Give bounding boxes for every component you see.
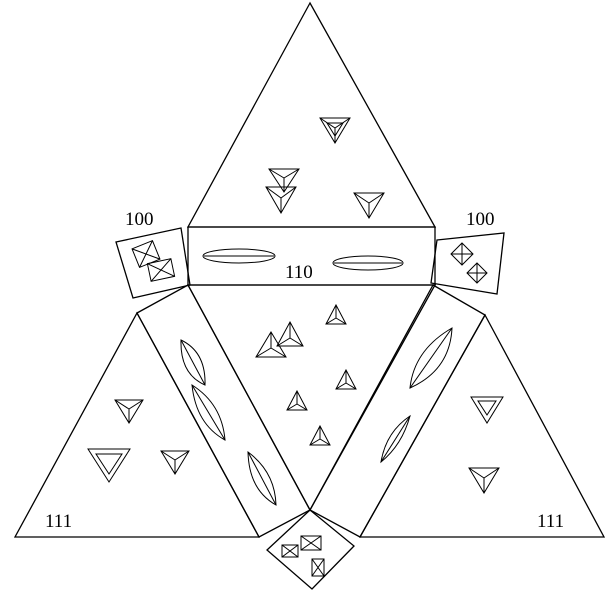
bottom-100-pit-2 bbox=[281, 544, 299, 558]
center-pit-1 bbox=[276, 320, 304, 347]
right-111-pit-2 bbox=[468, 467, 500, 494]
left-111-pit-1 bbox=[114, 399, 144, 424]
center-pit-2 bbox=[255, 331, 287, 358]
center-pit-6 bbox=[309, 424, 331, 446]
center-pit-5 bbox=[286, 389, 308, 411]
label-111-right: 111 bbox=[537, 511, 564, 532]
top-111-triangle bbox=[186, 1, 437, 228]
rect-lens-pit-right bbox=[332, 255, 404, 271]
right-110-strip bbox=[309, 284, 486, 538]
left-111-pit-3 bbox=[160, 450, 190, 475]
left-100-square bbox=[115, 227, 191, 299]
left-strip-lens-pit-3 bbox=[247, 450, 277, 506]
rect-lens-pit-left bbox=[202, 248, 276, 264]
left-100-pit-2 bbox=[146, 258, 176, 282]
right-strip-lens-pit-1 bbox=[409, 327, 453, 389]
bottom-100-pit-3 bbox=[311, 558, 325, 577]
top-pit-3 bbox=[265, 186, 297, 215]
top-pit-2 bbox=[268, 168, 300, 193]
left-100-pit-1 bbox=[131, 239, 161, 269]
center-pit-4 bbox=[335, 368, 357, 390]
label-110-center: 110 bbox=[285, 262, 313, 283]
right-100-pit-2 bbox=[466, 262, 488, 284]
right-111-pit-1 bbox=[470, 396, 504, 424]
left-strip-lens-pit-2 bbox=[191, 384, 226, 441]
left-strip-lens-pit-1 bbox=[180, 339, 206, 386]
center-pit-3 bbox=[325, 303, 347, 325]
label-100-right: 100 bbox=[466, 209, 495, 230]
label-100-left: 100 bbox=[125, 209, 154, 230]
top-pit-1 bbox=[319, 117, 351, 144]
right-100-square bbox=[430, 232, 505, 295]
left-111-pit-2 bbox=[87, 448, 131, 483]
right-strip-lens-pit-2 bbox=[380, 414, 411, 464]
label-111-left: 111 bbox=[45, 511, 72, 532]
bottom-100-pit-1 bbox=[300, 535, 322, 551]
right-111-triangle bbox=[358, 313, 606, 538]
center-triangle bbox=[186, 284, 437, 512]
left-110-strip bbox=[136, 284, 311, 538]
top-pit-4 bbox=[353, 192, 385, 219]
left-111-triangle bbox=[13, 311, 261, 538]
right-100-pit-1 bbox=[450, 242, 474, 266]
bottom-100-square bbox=[266, 509, 355, 590]
